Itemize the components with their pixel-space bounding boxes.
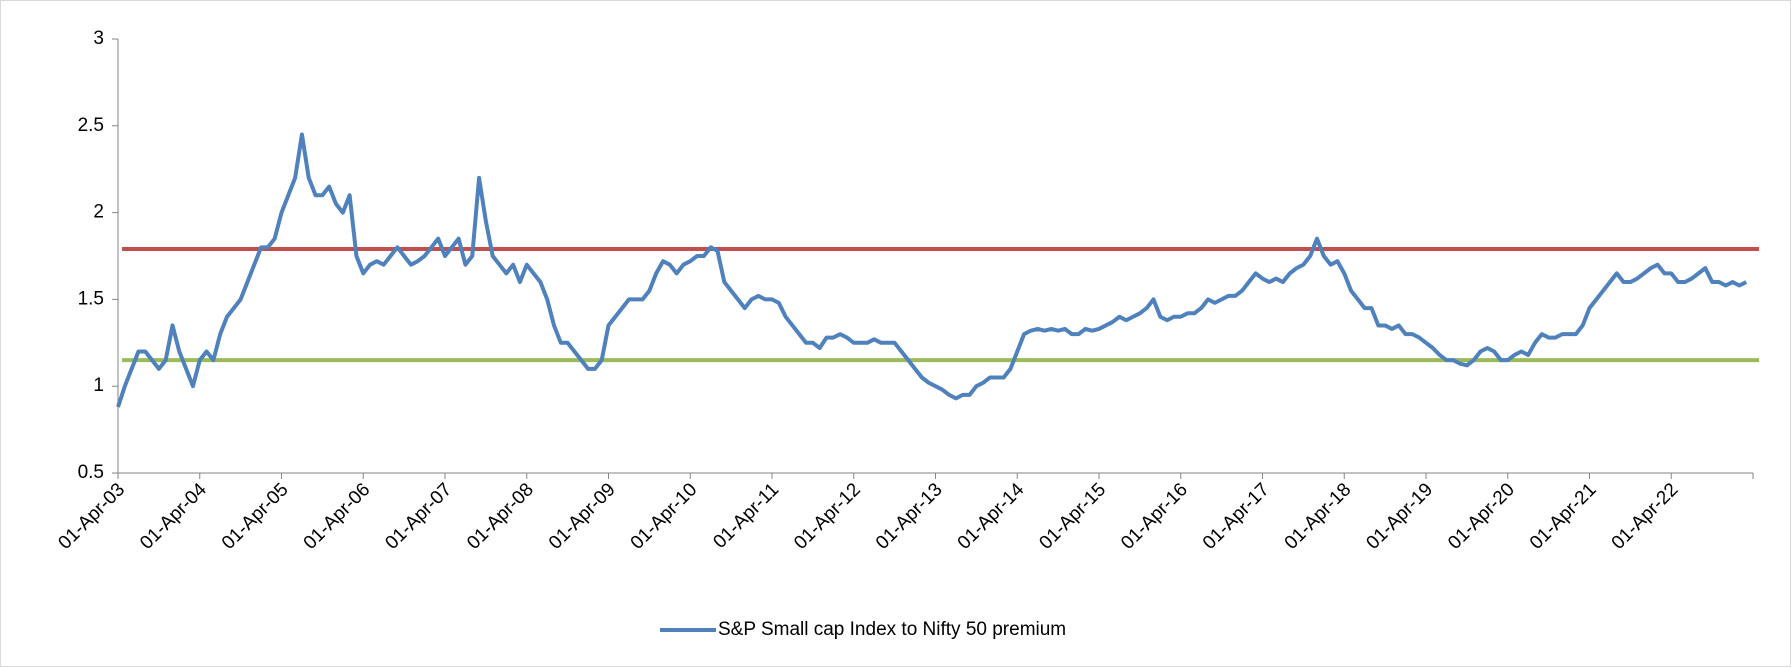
y-tick-label: 1	[93, 375, 104, 396]
y-tick-label: 2	[93, 202, 104, 223]
y-tick-label: 0.5	[78, 462, 104, 483]
legend-label: S&P Small cap Index to Nifty 50 premium	[718, 619, 1066, 640]
data-line	[116, 132, 1748, 408]
y-tick-label: 2.5	[78, 115, 104, 136]
y-tick-label: 3	[93, 28, 104, 49]
y-tick-label: 1.5	[78, 288, 104, 309]
